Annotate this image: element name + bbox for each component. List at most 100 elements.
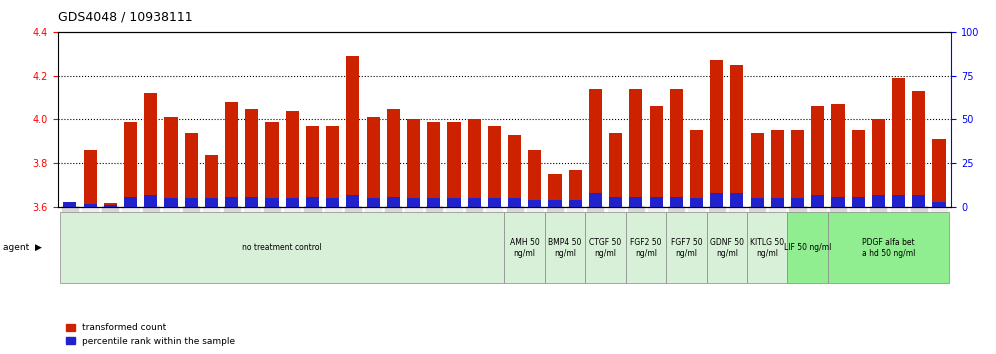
Bar [610, 133, 622, 207]
Text: BMP4 50
ng/ml: BMP4 50 ng/ml [549, 238, 582, 257]
Bar [649, 196, 662, 207]
Bar [64, 202, 77, 207]
Text: agent  ▶: agent ▶ [3, 243, 42, 252]
Bar [771, 130, 784, 207]
Bar [832, 196, 845, 207]
Bar [84, 204, 97, 207]
Bar [347, 56, 360, 207]
Bar [367, 117, 379, 207]
Text: AMH 50
ng/ml: AMH 50 ng/ml [510, 238, 540, 257]
Bar [467, 198, 481, 207]
Bar [407, 198, 420, 207]
Bar [427, 122, 440, 207]
Bar [710, 60, 723, 207]
Text: FGF2 50
ng/ml: FGF2 50 ng/ml [630, 238, 661, 257]
Bar [569, 200, 582, 207]
Text: FGF7 50
ng/ml: FGF7 50 ng/ml [670, 238, 702, 257]
Bar [751, 198, 764, 207]
Bar [124, 122, 137, 207]
Bar [669, 89, 683, 207]
Bar [932, 139, 945, 207]
Bar [508, 135, 521, 207]
Bar [629, 89, 642, 207]
Bar [306, 196, 319, 207]
Bar [791, 198, 804, 207]
Bar [912, 91, 925, 207]
Text: GDS4048 / 10938111: GDS4048 / 10938111 [58, 11, 192, 24]
FancyBboxPatch shape [545, 212, 586, 284]
FancyBboxPatch shape [504, 212, 545, 284]
Bar [104, 203, 117, 207]
Bar [386, 109, 399, 207]
Bar [225, 196, 238, 207]
Bar [447, 122, 460, 207]
Bar [326, 198, 340, 207]
Bar [245, 109, 258, 207]
Bar [205, 198, 218, 207]
Text: PDGF alfa bet
a hd 50 ng/ml: PDGF alfa bet a hd 50 ng/ml [862, 238, 915, 257]
Bar [549, 200, 562, 207]
Bar [164, 198, 177, 207]
Bar [447, 198, 460, 207]
Bar [124, 196, 137, 207]
Text: KITLG 50
ng/ml: KITLG 50 ng/ml [750, 238, 784, 257]
Bar [104, 205, 117, 207]
Text: CTGF 50
ng/ml: CTGF 50 ng/ml [590, 238, 622, 257]
Bar [184, 198, 198, 207]
Text: no treatment control: no treatment control [242, 243, 322, 252]
Bar [549, 174, 562, 207]
Bar [832, 104, 845, 207]
Bar [427, 198, 440, 207]
Bar [589, 89, 602, 207]
Bar [266, 198, 279, 207]
Bar [407, 119, 420, 207]
Bar [912, 195, 925, 207]
FancyBboxPatch shape [747, 212, 788, 284]
Text: GDNF 50
ng/ml: GDNF 50 ng/ml [710, 238, 744, 257]
Bar [488, 126, 501, 207]
Bar [286, 111, 299, 207]
Bar [467, 119, 481, 207]
Bar [508, 198, 521, 207]
Bar [245, 196, 258, 207]
Bar [690, 198, 703, 207]
Bar [326, 126, 340, 207]
FancyBboxPatch shape [60, 212, 504, 284]
Bar [892, 195, 905, 207]
Bar [84, 150, 97, 207]
Bar [751, 133, 764, 207]
Bar [629, 196, 642, 207]
Bar [811, 106, 825, 207]
Bar [730, 65, 743, 207]
Bar [852, 196, 865, 207]
Text: LIF 50 ng/ml: LIF 50 ng/ml [784, 243, 832, 252]
Bar [306, 126, 319, 207]
Bar [610, 196, 622, 207]
Bar [649, 106, 662, 207]
Bar [347, 195, 360, 207]
Bar [811, 195, 825, 207]
FancyBboxPatch shape [706, 212, 747, 284]
Bar [386, 196, 399, 207]
Bar [690, 130, 703, 207]
Bar [710, 193, 723, 207]
FancyBboxPatch shape [666, 212, 706, 284]
Bar [791, 130, 804, 207]
Bar [569, 170, 582, 207]
Bar [144, 93, 157, 207]
Bar [669, 196, 683, 207]
Bar [892, 78, 905, 207]
Bar [872, 195, 885, 207]
FancyBboxPatch shape [625, 212, 666, 284]
Bar [144, 195, 157, 207]
Bar [589, 193, 602, 207]
Bar [730, 193, 743, 207]
Bar [367, 198, 379, 207]
Bar [266, 122, 279, 207]
Bar [852, 130, 865, 207]
Bar [286, 198, 299, 207]
FancyBboxPatch shape [828, 212, 949, 284]
Bar [771, 198, 784, 207]
Bar [932, 202, 945, 207]
Bar [528, 150, 542, 207]
